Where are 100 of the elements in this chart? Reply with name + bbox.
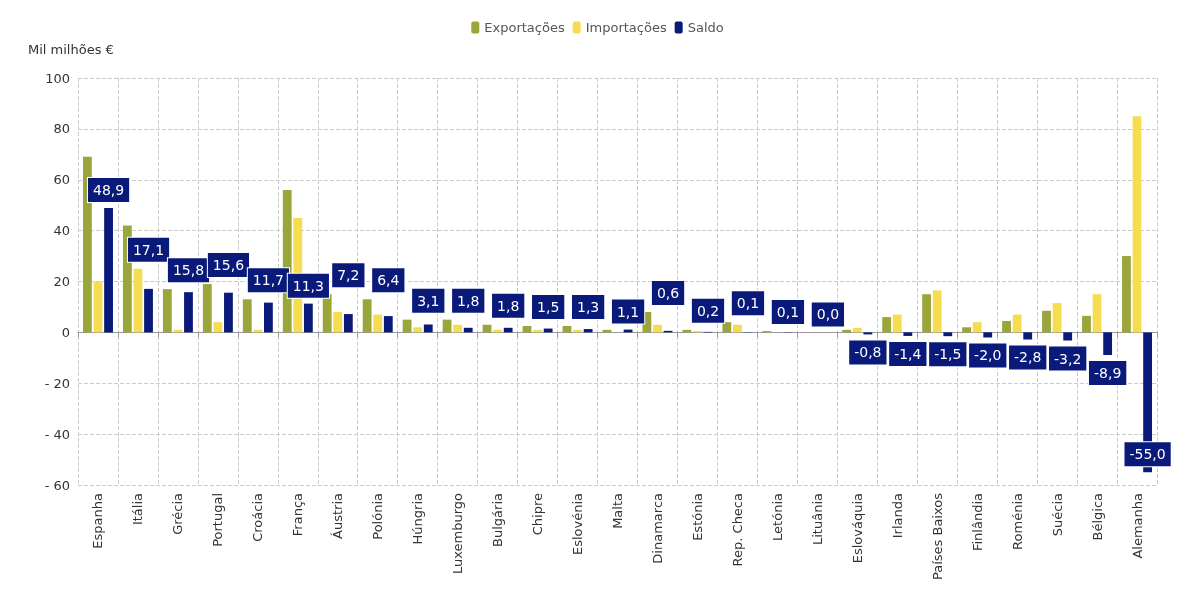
x-tick-label: Países Baixos (929, 492, 945, 581)
bar (852, 327, 862, 333)
data-label: -2,0 (974, 347, 1002, 364)
x-tick-label: Rep. Checa (729, 493, 745, 567)
bar (322, 294, 332, 333)
x-tick-label: Luxemburgo (450, 492, 466, 575)
y-tick-label: 80 (53, 121, 70, 137)
x-tick-label: Finlândia (969, 493, 985, 552)
bar (1052, 303, 1062, 333)
legend-label: Saldo (687, 20, 724, 35)
bar (1042, 310, 1051, 333)
data-label: 15,6 (212, 257, 245, 274)
bar (653, 324, 662, 333)
bar (903, 332, 913, 336)
x-tick-label: Grécia (170, 493, 186, 535)
bar (133, 268, 143, 333)
y-tick-label: - 40 (44, 426, 70, 442)
data-label: 3,1 (417, 292, 440, 309)
y-tick-label: 60 (53, 172, 70, 188)
legend-label: Exportações (484, 20, 565, 35)
bar (423, 324, 433, 333)
y-tick-label: 40 (53, 223, 70, 239)
x-tick-label: Roménia (1009, 493, 1025, 550)
data-label: -2,8 (1014, 349, 1042, 366)
bar (583, 329, 593, 333)
data-label: 0,0 (816, 306, 840, 323)
x-tick-label: Croácia (250, 493, 266, 542)
bar (184, 292, 193, 333)
data-label: -0,8 (854, 344, 882, 361)
data-label: 0,6 (656, 285, 680, 302)
x-tick-label: Estónia (689, 493, 705, 541)
bar (1012, 314, 1022, 333)
x-tick-label: Dinamarca (649, 493, 665, 564)
bar (83, 156, 92, 333)
data-label: 11,3 (292, 277, 324, 294)
data-label: 15,8 (172, 262, 205, 279)
bar (983, 332, 993, 338)
bar (1063, 332, 1073, 341)
bar (943, 332, 953, 337)
bar (732, 324, 742, 333)
bar (413, 327, 423, 333)
y-axis-title: Mil milhões € (28, 42, 114, 57)
y-tick-label: 20 (53, 274, 70, 289)
bar (1002, 320, 1011, 333)
bar (1122, 256, 1131, 333)
data-label: 17,1 (132, 241, 165, 258)
x-tick-label: Letónia (769, 493, 785, 541)
data-label: -3,2 (1054, 350, 1082, 367)
x-tick-label: França (290, 493, 306, 537)
data-label: 1,3 (576, 299, 600, 316)
y-tick-label: - 20 (44, 375, 70, 391)
x-tick-label: Malta (610, 493, 625, 529)
bar (882, 317, 892, 333)
x-tick-label: Portugal (210, 493, 226, 547)
data-label: 7,2 (337, 267, 360, 284)
bar (1132, 116, 1142, 333)
bar (453, 324, 463, 333)
data-label: 48,9 (92, 181, 125, 198)
x-tick-label: Itália (130, 493, 146, 526)
bar (383, 316, 393, 333)
x-tick-label: Polónia (370, 493, 386, 540)
x-tick-label: Chipre (530, 493, 546, 536)
data-label: 1,8 (497, 297, 520, 314)
bar (463, 327, 473, 333)
x-tick-label: Espanha (90, 493, 106, 549)
bar (722, 322, 732, 333)
data-label: -1,4 (894, 345, 922, 362)
x-tick-label: Alemanha (1129, 493, 1145, 559)
bar (213, 322, 223, 333)
bar (362, 299, 372, 333)
y-tick-label: 100 (45, 70, 70, 86)
data-label: 11,7 (252, 272, 284, 289)
bar (972, 322, 982, 333)
data-label: 0,2 (696, 302, 720, 319)
bar (333, 312, 343, 333)
bar (1082, 315, 1091, 333)
bar (932, 290, 942, 333)
data-label: 1,1 (616, 303, 640, 320)
data-label: 0,1 (776, 304, 800, 321)
x-tick-label: Áustria (330, 493, 346, 539)
x-tick-label: Bulgária (490, 493, 506, 547)
bar (104, 207, 113, 333)
bar (343, 314, 353, 333)
bar (892, 314, 902, 333)
data-label: -1,5 (934, 346, 962, 363)
y-tick-label: 0 (61, 324, 70, 340)
data-label: -55,0 (1129, 446, 1166, 463)
x-tick-label: Eslováquia (849, 493, 865, 564)
bar (962, 327, 971, 333)
x-tick-label: Húngria (410, 493, 426, 545)
bar (863, 332, 873, 335)
bar (264, 302, 273, 333)
bar (242, 299, 252, 333)
bar (144, 288, 153, 333)
bar (162, 289, 172, 333)
data-label: 1,8 (457, 292, 480, 309)
bar (1103, 332, 1113, 356)
bar (202, 284, 212, 333)
y-tick-label: - 60 (44, 477, 70, 493)
bar (402, 319, 412, 333)
